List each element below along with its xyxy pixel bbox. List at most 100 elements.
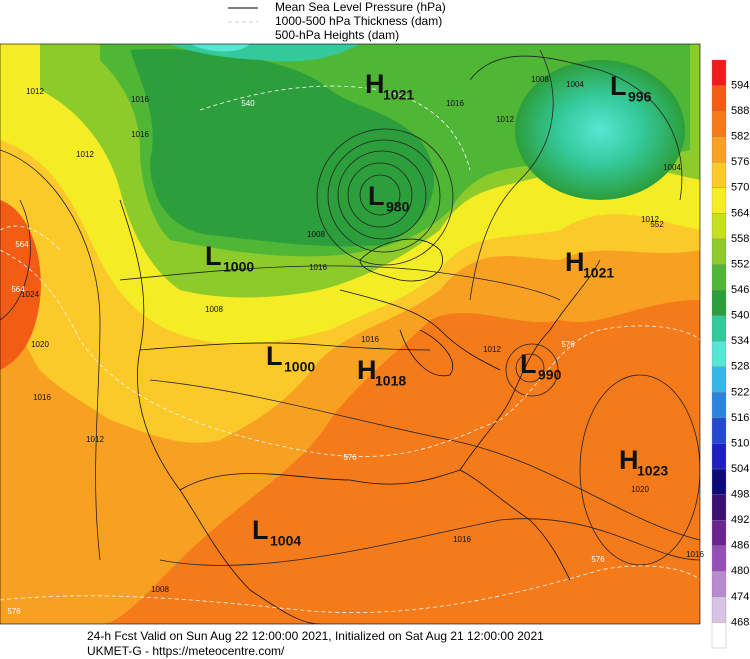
colorbar-cell [711,238,727,265]
colorbar-label: 594 [731,79,749,91]
colorbar-label: 480 [731,565,749,577]
colorbar-cell [711,494,727,521]
colorbar-label: 588 [731,105,749,117]
map-fields [0,44,700,624]
colorbar-label: 504 [731,463,749,475]
center-letter: H [365,69,385,99]
center-letter: L [205,241,222,271]
center-letter: H [357,355,377,385]
contour-label: 576 [343,453,357,462]
center-pressure: 1023 [637,463,668,479]
legend-item: Mean Sea Level Pressure (hPa) [275,0,446,14]
contour-label: 1004 [566,80,584,89]
contours [0,49,700,613]
contour-label: 552 [650,220,664,229]
contour-label: 1012 [86,435,104,444]
center-letter: H [565,247,585,277]
colorbar-cell [711,443,727,470]
contour-label: 1008 [531,75,549,84]
colorbar-label: 582 [731,131,749,143]
footer-source: UKMET-G - https://meteocentre.com/ [87,644,285,658]
legend-item: 500-hPa Heights (dam) [275,28,399,42]
colorbar-cell [711,468,727,495]
colorbar-cell [711,136,727,163]
center-pressure: 1000 [284,359,315,375]
center-pressure: 996 [628,89,652,105]
colorbar-label: 540 [731,310,749,322]
contour-label: 1012 [483,345,501,354]
legend-item: 1000-500 hPa Thickness (dam) [275,14,442,28]
colorbar-cell [711,110,727,137]
colorbar-label: 468 [731,616,749,628]
colorbar-label: 528 [731,361,749,373]
center-pressure: 1021 [383,87,414,103]
center-pressure: 1021 [583,265,614,281]
colorbar: 594 588 582 576 570 564 558 552 546 540 534 528 522 5… [711,59,749,649]
colorbar-cell [711,520,727,546]
colorbar-label: 498 [731,489,749,501]
center-pressure: 1018 [375,373,406,389]
contour-label: 1016 [309,263,327,272]
colorbar-cell [711,85,727,112]
contour-label: 1024 [21,290,39,299]
map-frame [0,43,701,625]
contour-label: 1016 [33,393,51,402]
colorbar-label: 492 [731,514,749,526]
contour-label: 1020 [631,485,649,494]
colorbar-label: 486 [731,540,749,552]
contour-label: 1016 [446,99,464,108]
center-letter: L [266,341,283,371]
center-pressure: 1004 [270,533,301,549]
center-letter: L [368,181,385,211]
colorbar-cell [711,187,727,214]
colorbar-cell [711,162,727,188]
center-letter: H [619,445,639,475]
colorbar-label: 474 [731,591,749,603]
contour-label: 1016 [361,335,379,344]
colorbar-label: 570 [731,182,749,194]
contour-label: 1020 [31,340,49,349]
contour-label: 576 [7,607,21,616]
colorbar-label: 510 [731,437,749,449]
contour-label: 1016 [686,550,704,559]
colorbar-cell [711,315,727,342]
colorbar-cell [711,622,727,649]
center-pressure: 990 [538,367,562,383]
coastlines [119,199,601,624]
colorbar-cell [711,596,727,623]
contour-label: 1016 [453,535,471,544]
colorbar-label: 552 [731,258,749,270]
colorbar-cell [711,289,727,316]
center-pressure: 980 [386,199,410,215]
colorbar-label: 564 [731,207,749,219]
colorbar-cell [711,264,727,291]
colorbar-cell [711,366,727,393]
colorbar-cell [711,341,727,367]
colorbar-label: 558 [731,233,749,245]
contour-label: 1012 [26,87,44,96]
colorbar-cell [711,417,727,444]
contour-label: 1008 [205,305,223,314]
contour-label: 1016 [131,130,149,139]
colorbar-label: 534 [731,335,749,347]
colorbar-cell [711,213,727,240]
center-pressure: 1000 [223,259,254,275]
colorbar-label: 576 [731,156,749,168]
center-letter: L [610,71,627,101]
colorbar-cell [711,571,727,598]
contour-label: 1012 [641,215,659,224]
colorbar-label: 516 [731,412,749,424]
contour-label: 1012 [496,115,514,124]
colorbar-cell [711,392,727,419]
contour-label: 1012 [76,150,94,159]
contour-labels: 1012 1016 540 1016 1008 1012 1004 1012 1016 564 10… [7,75,704,616]
colorbar-label: 522 [731,386,749,398]
contour-label: 1004 [663,163,681,172]
contour-label: 564 [15,240,29,249]
contour-label: 540 [241,99,255,108]
contour-label: 1016 [131,95,149,104]
contour-label: 1008 [307,230,325,239]
contour-label: 1008 [151,585,169,594]
